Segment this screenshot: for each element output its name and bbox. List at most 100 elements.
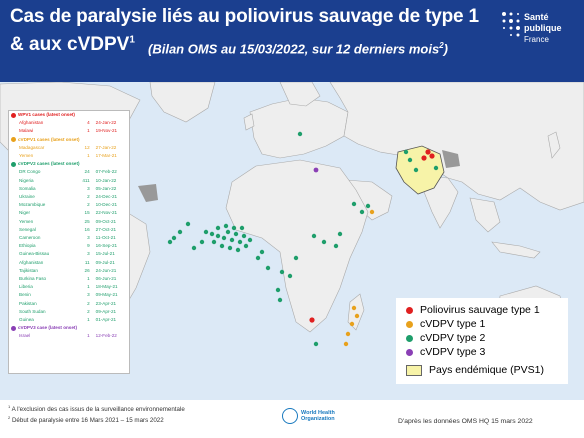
legend-section-dot [11,325,16,331]
legend-country: Malawi [19,128,34,134]
legend-row: Israel 1 12-Feb-22 [9,332,129,340]
legend-section-title: cVDPV2 cases (latest onset) [18,161,80,167]
point-cvdpv2 [203,229,209,235]
legend-section-title: WPV1 cases (latest onset) [18,112,75,117]
legend-row: DR Congo 24 07-Feb-22 [9,168,129,176]
legend-count: 1 [87,276,90,282]
land-madagascar [347,293,365,331]
land-indonesia [491,241,541,259]
land-europe [249,97,349,159]
point-cvdpv1 [354,313,360,319]
land-asia [329,82,584,211]
legend-row: Afghanistan 4 24-Jan-22 [9,119,129,127]
legend-date: 23-Apr-21 [95,300,117,306]
point-cvdpv2 [215,225,221,231]
point-cvdpv2 [199,239,205,245]
legend-count: 12 [84,144,90,150]
legend-date: 05-Jan-22 [95,185,117,191]
legend-row: Guinea 1 01-Apr-21 [9,316,129,324]
legend-date: 06-Jun-21 [95,276,117,282]
legend-row: Nigeria 411 10-Jan-22 [9,177,129,185]
legend-country: Ethiopia [19,243,36,249]
legend-country: Burkina Faso [19,276,47,282]
point-cvdpv2 [403,149,409,155]
point-cvdpv2 [365,203,371,209]
legend-date: 27-Jan-22 [95,144,117,150]
legend-row: Guinea-Bissau 3 15-Jul-21 [9,250,129,258]
cvdpv2-points [167,131,439,347]
subtitle-sup: 2 [439,41,444,50]
legend-date: 10-Dec-21 [95,202,118,208]
point-cvdpv2 [311,233,317,239]
point-cvdpv1 [369,209,375,215]
point-cvdpv2 [279,269,285,275]
legend-row: South Sudan 2 09-Apr-21 [9,308,129,316]
legend-row: Benin 3 09-May-21 [9,291,129,299]
point-cvdpv2 [237,239,243,245]
point-cvdpv2 [191,245,197,251]
point-cvdpv2 [241,233,247,239]
legend-item-wpv1: Poliovirus sauvage type 1 [406,304,540,316]
point-cvdpv2 [321,239,327,245]
point-cvdpv2 [287,273,293,279]
grey-kashmir [442,150,460,168]
legend-country: Afghanistan [19,259,44,265]
legend-section-dot [11,112,16,118]
point-wpv1 [429,153,435,159]
legend-count: 3 [87,292,90,298]
point-cvdpv2 [221,235,227,241]
legend-row: Afghanistan 11 09-Jul-21 [9,259,129,267]
legend-date: 17-Mar-21 [95,153,117,159]
point-cvdpv2 [171,235,177,241]
logo-line1: Santé [524,12,549,22]
footnote-2-sup: 2 [8,415,11,420]
wpv1-points [309,149,435,323]
point-cvdpv2 [239,225,245,231]
who-line2: Organization [301,416,335,422]
point-cvdpv3 [313,167,319,173]
point-wpv1 [309,317,315,323]
point-cvdpv2 [259,249,265,255]
land-scandinavia [279,82,321,107]
land-india [423,175,459,229]
legend-dot-cvdpv3 [406,348,413,356]
legend-date: 09-May-21 [95,292,118,298]
legend-row: Mozambique 2 10-Dec-21 [9,201,129,209]
point-cvdpv2 [215,233,221,239]
footnote-2: 2 Début de paralysie entre 16 Mars 2021 … [8,415,164,424]
who-line1: World Health [301,410,335,416]
title-line2: & aux cVDPV1 [10,34,135,56]
legend-country: Cameroon [19,235,41,241]
legend-count: 3 [87,251,90,257]
legend-row: Burkina Faso 1 06-Jun-21 [9,275,129,283]
legend-count: 9 [87,243,90,249]
legend-count: 26 [84,267,90,273]
land-japan [547,131,561,159]
subtitle-text: (Bilan OMS au 15/03/2022, sur 12 dernier… [148,41,440,57]
legend-date: 24-Dec-21 [95,194,118,200]
legend-country: Niger [19,210,30,216]
legend-row: Yemen 25 09-Oct-21 [9,218,129,226]
legend-country: Yemen [19,218,34,224]
title-line1: Cas de paralysie liés au poliovirus sauv… [10,6,479,27]
point-cvdpv1 [349,321,355,327]
legend-country: Senegal [19,226,36,232]
legend-date: 19-Nov-21 [95,128,118,134]
legend-row: Senegal 16 27-Oct-21 [9,226,129,234]
legend-date: 27-Oct-21 [95,226,117,232]
legend-swatch-endemic [406,364,422,376]
point-cvdpv2 [229,237,235,243]
point-cvdpv2 [359,209,365,215]
legend-date: 16-Sep-21 [95,243,118,249]
legend-dot-cvdpv1 [406,320,413,328]
legend-country: Somalia [19,185,36,191]
legend-country: Guinea [19,317,34,323]
legend-row: Tajikistan 26 24-Jun-21 [9,267,129,275]
legend-count: 25 [84,218,90,224]
legend-count: 2 [87,308,90,314]
legend-count: 4 [87,120,90,126]
legend-label-cvdpv3: cVDPV type 3 [420,346,486,358]
legend-count: 16 [84,226,90,232]
title-sup: 1 [129,34,135,46]
legend-label-cvdpv2: cVDPV type 2 [420,332,486,344]
